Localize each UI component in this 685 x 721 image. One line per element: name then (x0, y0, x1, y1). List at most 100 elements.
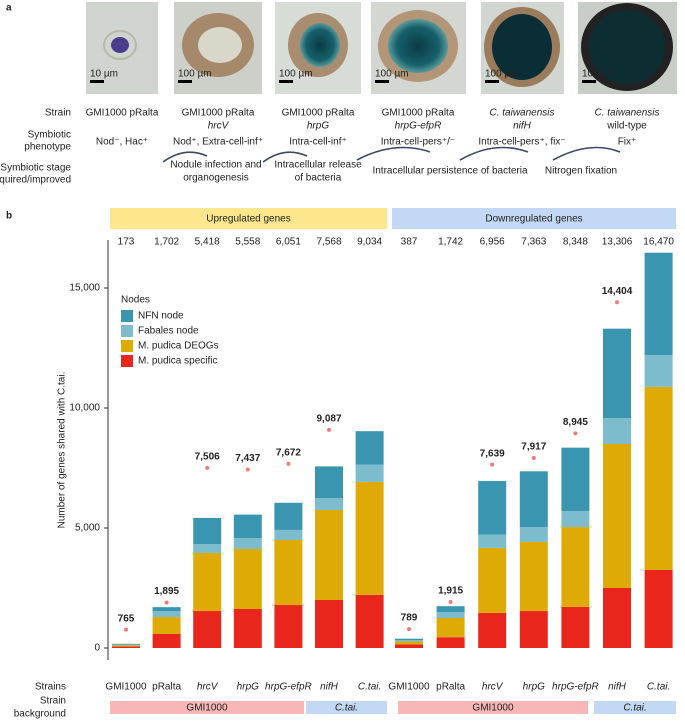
y-axis-label: Number of genes shared with C.tai. (57, 372, 68, 529)
total-label: 387 (401, 237, 418, 248)
background-label: Strain (40, 696, 66, 707)
bar-segment (274, 605, 303, 648)
arrow (459, 146, 529, 161)
phenotype-label: Nod⁺, Extra-cell-inf⁺ (173, 137, 263, 148)
bar-segment (436, 606, 465, 612)
bar-segment (152, 617, 181, 635)
x-tick-label: C.tai. (647, 682, 670, 693)
arrow (262, 151, 308, 163)
x-tick-label: pRalta (436, 682, 465, 693)
bar-segment (644, 354, 673, 387)
bar-segment (193, 552, 222, 612)
background-band (398, 701, 588, 714)
total-label: 8,348 (563, 237, 588, 248)
group-band (110, 208, 387, 229)
y-tick-label: 0 (94, 643, 100, 654)
x-tick-label: hrpG (237, 682, 259, 693)
legend-title: Nodes (121, 295, 150, 306)
marker-label: 7,917 (521, 442, 546, 453)
group-band (392, 208, 676, 229)
marker (573, 431, 578, 436)
x-tick-label: nifH (608, 682, 627, 693)
bar-segment (193, 611, 222, 648)
nodule-core (198, 27, 242, 63)
x-tick-label: pRalta (152, 682, 181, 693)
phenotype-label: Intra-cell-inf⁺ (289, 137, 347, 148)
legend-label: NFN node (138, 311, 184, 322)
row-label: Symbiotic stage (0, 163, 71, 174)
strain-label: wild-type (606, 121, 647, 132)
marker-label: 14,404 (602, 286, 633, 297)
background-band-label: GMI1000 (186, 703, 228, 714)
marker (327, 427, 331, 432)
background-band-label: C.tai. (335, 703, 358, 714)
total-label: 1,702 (154, 237, 179, 248)
legend-swatch (121, 310, 133, 322)
bar-segment (233, 609, 262, 648)
total-label: 6,956 (480, 237, 505, 248)
y-tick-label: 5,000 (75, 523, 100, 534)
bar-segment (395, 644, 423, 648)
scale-bar-label: 100 µm (375, 69, 409, 80)
bar-segment (561, 510, 590, 528)
bar-segment (561, 606, 590, 648)
bar-segment (395, 640, 423, 642)
marker (531, 455, 536, 460)
total-label: 173 (118, 237, 135, 248)
scale-bar-label: 10 µm (90, 69, 118, 80)
bar-segment (603, 444, 631, 588)
row-label: phenotype (24, 142, 71, 153)
background-label: background (14, 709, 66, 720)
bar-segment (644, 386, 673, 570)
bar-segment (478, 547, 507, 613)
bar-segment (193, 517, 222, 545)
marker (205, 465, 210, 470)
bar-segment (644, 570, 673, 648)
bar-segment (274, 502, 303, 530)
bar-segment (561, 447, 590, 511)
group-label: Upregulated genes (206, 214, 291, 225)
y-tick-label: 10,000 (69, 403, 100, 414)
marker (245, 467, 250, 472)
stage-label: of bacteria (295, 173, 342, 184)
legend-label: Fabales node (138, 326, 199, 337)
x-tick-label: hrpG-efpR (265, 682, 312, 693)
marker-label: 9,087 (316, 414, 341, 425)
marker-label: 1,915 (438, 586, 463, 597)
stain (300, 23, 340, 67)
scale-bar-label: 100 µm (178, 69, 212, 80)
nodule (103, 30, 137, 60)
bar-segment (519, 471, 548, 528)
marker-label: 7,639 (480, 448, 505, 459)
total-label: 5,558 (235, 237, 260, 248)
stain (589, 10, 665, 84)
bar-segment (315, 466, 343, 498)
bar-segment (152, 634, 181, 648)
bar-segment (355, 431, 384, 465)
bar-segment (519, 541, 548, 612)
row-label: Strain (45, 108, 71, 119)
bar-segment (519, 527, 548, 542)
bar-segment (561, 527, 590, 607)
x-tick-label: hrpG (523, 682, 545, 693)
x-tick-label: nifH (320, 682, 339, 693)
marker (407, 627, 411, 632)
bar-segment (152, 607, 181, 612)
strain-label: GMI1000 pRalta (86, 108, 159, 119)
bar-segment (395, 638, 423, 641)
strain-label: C. taiwanensis (489, 108, 554, 119)
marker-label: 8,945 (563, 417, 588, 428)
legend-swatch (121, 325, 133, 337)
bar-segment (112, 646, 140, 648)
scale-bar (90, 80, 104, 83)
stage-label: Intracellular release (274, 160, 362, 171)
bar-segment (233, 514, 262, 539)
arrow (162, 151, 208, 163)
phenotype-label: Fix⁺ (618, 137, 637, 148)
total-label: 7,568 (316, 237, 341, 248)
total-label: 5,418 (195, 237, 220, 248)
stage-label: Intracellular persistence of bacteria (372, 166, 528, 177)
total-label: 6,051 (276, 237, 301, 248)
total-label: 16,470 (643, 237, 674, 248)
row-label: acquired/improved (0, 175, 71, 186)
